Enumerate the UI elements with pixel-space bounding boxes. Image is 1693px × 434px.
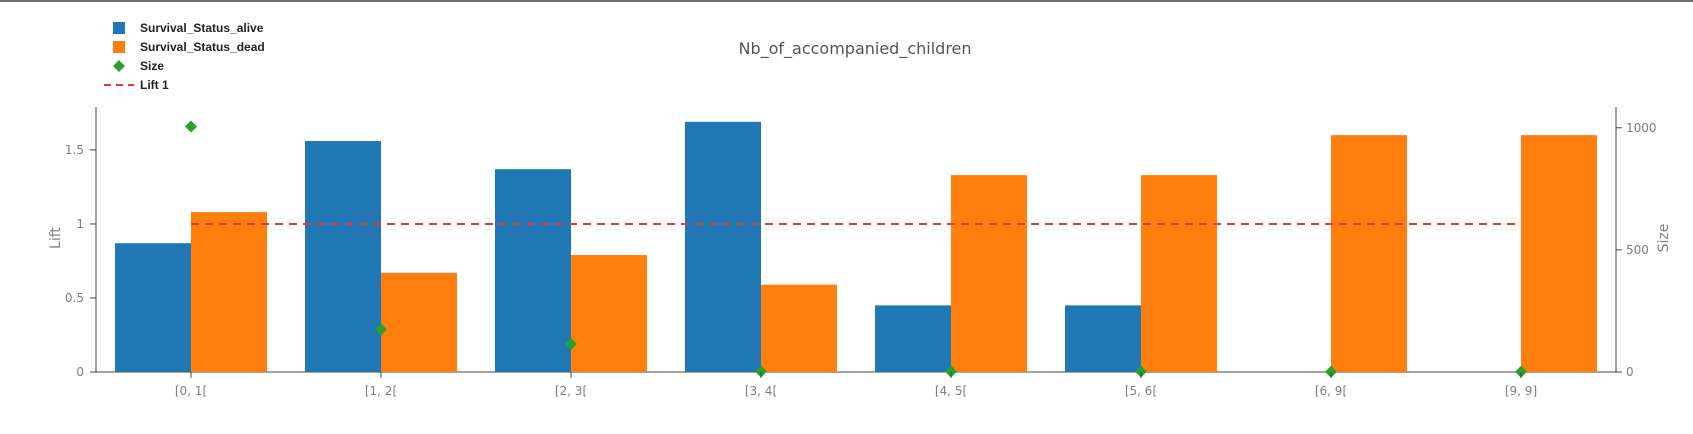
legend-swatch-dead	[113, 41, 125, 53]
size-marker-7	[1515, 365, 1527, 378]
legend-swatch-alive	[113, 22, 125, 34]
size-marker-1	[375, 323, 387, 336]
x-tick-label-4: [4, 5[	[935, 384, 967, 398]
bar-alive-5	[1065, 305, 1141, 372]
y2-tick-label-1: 500	[1626, 243, 1649, 257]
x-tick-label-3: [3, 4[	[745, 384, 777, 398]
bar-alive-2	[495, 169, 571, 372]
legend-label-dead: Survival_Status_dead	[140, 40, 265, 54]
size-marker-6	[1325, 365, 1337, 378]
legend-label-alive: Survival_Status_alive	[140, 21, 264, 35]
size-marker-5	[1135, 365, 1147, 378]
bar-alive-3	[685, 121, 761, 372]
bar-dead-4	[951, 175, 1027, 372]
chart-title: Nb_of_accompanied_children	[738, 39, 971, 59]
bar-alive-1	[305, 141, 381, 372]
bar-dead-6	[1331, 135, 1407, 372]
y2-tick-label-0: 0	[1626, 365, 1634, 379]
y-axis-title: Lift	[48, 227, 64, 249]
y-tick-label-1: 0.5	[65, 291, 84, 305]
size-marker-3	[755, 365, 767, 378]
bar-dead-2	[571, 255, 647, 372]
x-tick-label-0: [0, 1[	[175, 384, 207, 398]
x-tick-label-7: [9, 9]	[1505, 384, 1537, 398]
bar-dead-0	[191, 212, 267, 372]
x-tick-label-1: [1, 2[	[365, 384, 397, 398]
x-tick-label-2: [2, 3[	[555, 384, 587, 398]
bar-dead-3	[761, 284, 837, 372]
size-marker-4	[945, 365, 957, 378]
legend-label-lift: Lift 1	[140, 78, 169, 92]
bar-dead-5	[1141, 175, 1217, 372]
bar-alive-0	[115, 243, 191, 372]
bar-alive-4	[875, 305, 951, 372]
y2-axis-title: Size	[1656, 224, 1672, 253]
top-border	[0, 0, 1693, 2]
legend-swatch-size	[113, 60, 125, 72]
bar-dead-7	[1521, 135, 1597, 372]
x-tick-label-5: [5, 6[	[1125, 384, 1157, 398]
y2-tick-label-2: 1000	[1626, 121, 1657, 135]
legend-label-size: Size	[140, 59, 164, 73]
y-tick-label-3: 1.5	[65, 143, 84, 157]
x-tick-label-6: [6, 9[	[1315, 384, 1347, 398]
size-marker-2	[565, 337, 577, 350]
y-tick-label-0: 0	[76, 365, 84, 379]
bar-dead-1	[381, 272, 457, 372]
y-tick-label-2: 1	[76, 217, 84, 231]
legend: Survival_Status_alive Survival_Status_de…	[104, 21, 265, 92]
size-marker-0	[185, 120, 197, 133]
